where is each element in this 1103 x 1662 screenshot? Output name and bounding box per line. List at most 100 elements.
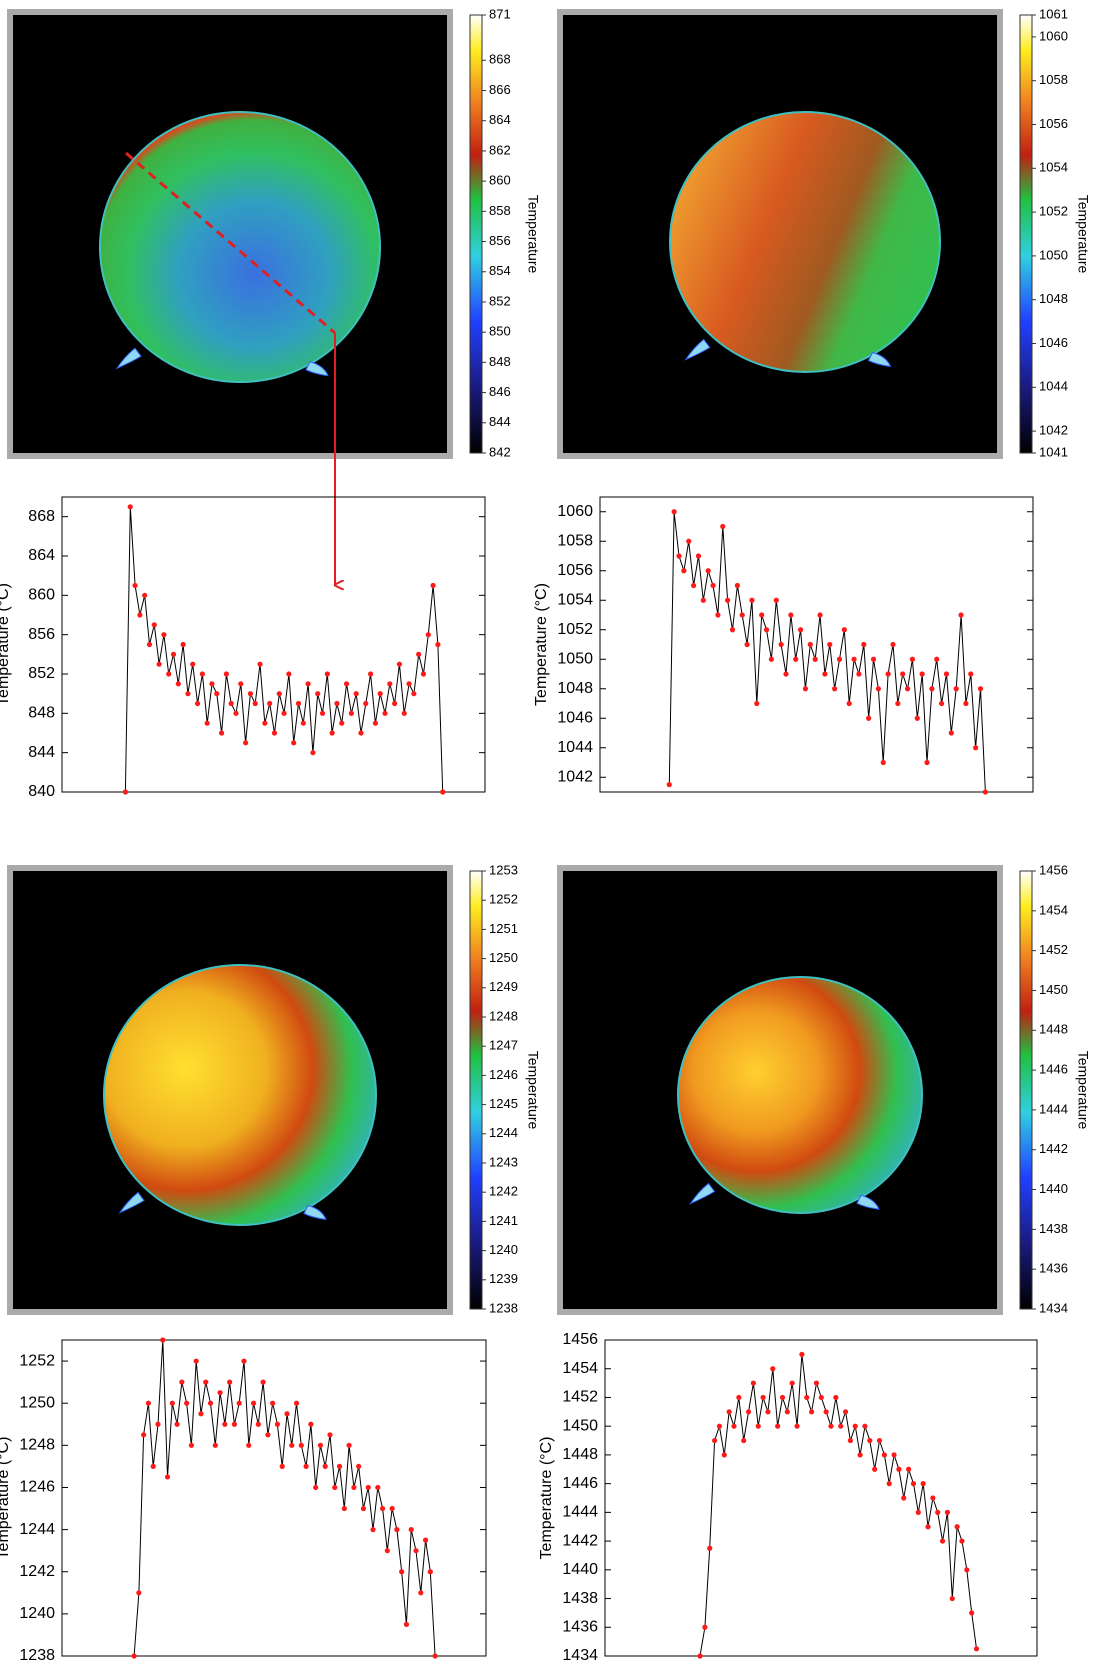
data-point <box>702 1624 708 1630</box>
y-axis-label: Temperature (°C) <box>0 583 12 706</box>
data-point <box>725 597 731 603</box>
data-point <box>180 641 186 648</box>
colorbar-tick-label: 1054 <box>1039 160 1068 175</box>
data-point <box>193 1358 199 1364</box>
y-tick-label: 1440 <box>562 1561 598 1578</box>
data-point <box>935 1509 941 1515</box>
y-tick-label: 1448 <box>562 1446 598 1463</box>
y-tick-label: 1250 <box>19 1394 55 1411</box>
data-point <box>789 1380 795 1386</box>
data-point <box>315 691 321 697</box>
colorbar-tick-label: 1250 <box>489 950 518 965</box>
panel-temperature: 1250°C <box>348 881 435 911</box>
y-axis-label: Temperature (°C) <box>538 1437 555 1560</box>
y-tick-label: 1454 <box>562 1360 598 1377</box>
data-point <box>924 759 930 766</box>
data-point <box>430 582 436 589</box>
y-tick-label: 868 <box>28 508 55 525</box>
data-point <box>838 1423 844 1429</box>
colorbar <box>1019 870 1033 1310</box>
plot-frame <box>61 496 486 793</box>
data-point <box>856 671 862 677</box>
data-point <box>346 1442 352 1448</box>
data-point <box>360 1505 367 1512</box>
data-point <box>716 1423 723 1429</box>
data-point <box>204 720 210 726</box>
data-point <box>160 1337 166 1343</box>
data-point <box>778 641 784 648</box>
colorbar-tick-label: 864 <box>489 112 511 127</box>
colorbar-tick-label: 854 <box>489 263 511 278</box>
data-point <box>166 671 172 677</box>
colorbar-tick-label: 1442 <box>1039 1141 1068 1156</box>
data-point <box>731 1423 737 1429</box>
sample-disc <box>99 111 381 383</box>
y-tick-label: 1446 <box>562 1475 598 1492</box>
data-point <box>228 700 234 707</box>
data-point <box>944 1509 951 1515</box>
data-point <box>720 523 726 530</box>
data-point <box>170 651 177 657</box>
data-point <box>851 656 857 662</box>
data-point <box>836 656 843 662</box>
colorbar-tick-label: 1249 <box>489 979 518 994</box>
colorbar-tick-label: 1252 <box>489 892 518 907</box>
data-point <box>382 710 388 716</box>
data-point <box>363 700 369 707</box>
colorbar-tick-label: 858 <box>489 203 511 218</box>
data-point <box>317 1442 324 1448</box>
y-tick-label: 1456 <box>562 1331 598 1348</box>
data-point <box>305 681 311 687</box>
data-point <box>348 710 354 716</box>
y-tick-label: 1052 <box>557 621 593 638</box>
profile-line <box>124 506 444 793</box>
data-point <box>179 1379 185 1385</box>
data-point <box>425 632 431 638</box>
data-point <box>866 715 872 721</box>
data-point <box>797 627 804 633</box>
data-point <box>298 1442 304 1448</box>
data-point <box>788 612 794 618</box>
data-point <box>822 671 828 677</box>
data-point <box>876 1437 883 1444</box>
data-point <box>736 1394 742 1401</box>
data-point <box>914 715 920 721</box>
colorbar-tick-label: 856 <box>489 233 511 248</box>
data-point <box>137 612 143 618</box>
data-point <box>329 730 335 736</box>
data-point <box>310 750 316 756</box>
panel-label: C <box>28 881 47 911</box>
data-point <box>929 686 935 692</box>
data-point <box>885 671 891 677</box>
data-point <box>291 740 297 746</box>
data-point <box>387 681 393 687</box>
y-tick-label: 1248 <box>19 1437 55 1454</box>
y-tick-label: 1054 <box>557 591 593 608</box>
data-point <box>726 1409 732 1415</box>
colorbar-tick-label: 1046 <box>1039 335 1068 350</box>
colorbar-tick-label: 868 <box>489 52 511 67</box>
colorbar-tick-label: 1239 <box>489 1271 518 1286</box>
colorbar-tick-label: 866 <box>489 82 511 97</box>
colorbar-tick-label: 1240 <box>489 1242 518 1257</box>
data-point <box>260 1379 266 1385</box>
colorbar-tick-label: 1253 <box>489 862 518 877</box>
data-point <box>356 1463 362 1469</box>
data-point <box>274 1421 281 1427</box>
data-point <box>367 671 374 677</box>
data-point <box>770 1366 776 1372</box>
data-point <box>406 681 412 687</box>
y-tick-label: 1044 <box>557 739 593 756</box>
data-point <box>188 1442 195 1448</box>
data-point <box>146 641 153 648</box>
data-point <box>327 1432 333 1438</box>
data-point <box>308 1421 314 1427</box>
colorbar <box>469 870 483 1310</box>
colorbar-tick-label: 1058 <box>1039 72 1068 87</box>
y-tick-label: 1434 <box>562 1647 598 1662</box>
data-point <box>122 789 129 795</box>
data-point <box>783 671 789 677</box>
data-point <box>695 553 702 559</box>
data-point <box>175 681 181 687</box>
colorbar-tick-label: 1243 <box>489 1154 518 1169</box>
